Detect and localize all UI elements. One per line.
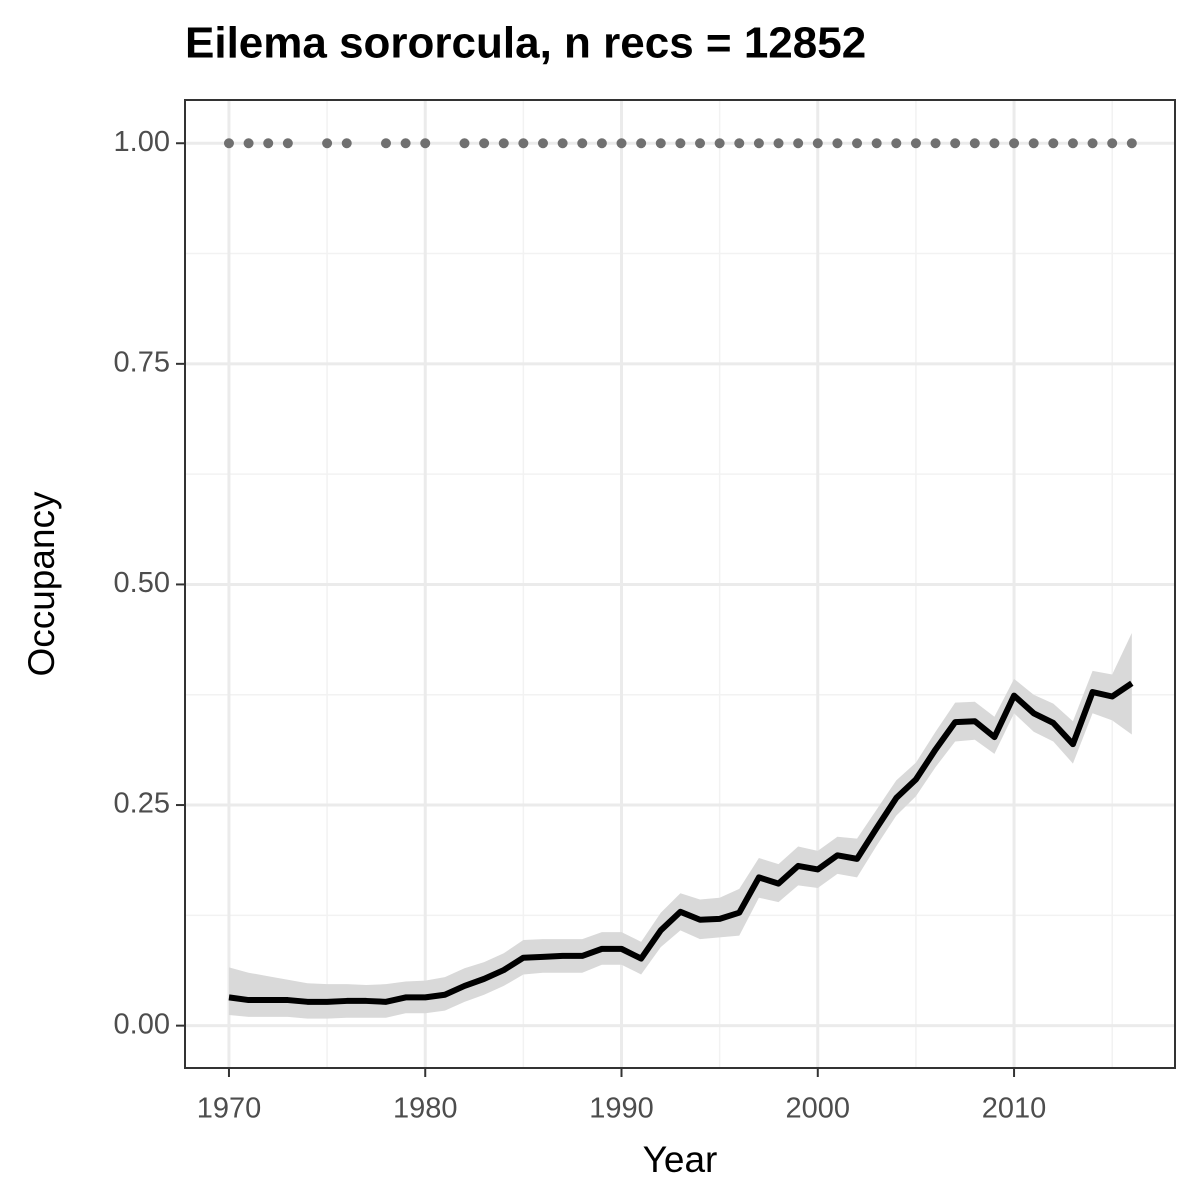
detection-point bbox=[950, 138, 961, 149]
detection-point bbox=[479, 138, 490, 149]
detection-point bbox=[538, 138, 549, 149]
detection-point bbox=[341, 138, 352, 149]
detection-point bbox=[223, 138, 234, 149]
detection-point bbox=[734, 138, 745, 149]
y-tick-label: 0.00 bbox=[114, 1008, 170, 1040]
detection-point bbox=[1048, 138, 1059, 149]
detection-point bbox=[1067, 138, 1078, 149]
detection-point bbox=[322, 138, 333, 149]
detection-point bbox=[1028, 138, 1039, 149]
x-tick-label: 1980 bbox=[393, 1093, 458, 1125]
detection-point bbox=[498, 138, 509, 149]
detection-point bbox=[812, 138, 823, 149]
detection-point bbox=[871, 138, 882, 149]
detection-point bbox=[852, 138, 863, 149]
chart-title: Eilema sororcula, n recs = 12852 bbox=[185, 19, 866, 68]
y-tick-label: 0.50 bbox=[114, 567, 170, 599]
detection-point bbox=[636, 138, 647, 149]
detection-point bbox=[891, 138, 902, 149]
x-tick-label: 1990 bbox=[589, 1093, 654, 1125]
detection-point bbox=[518, 138, 529, 149]
detection-point bbox=[420, 138, 431, 149]
detection-point bbox=[989, 138, 1000, 149]
detection-point bbox=[1009, 138, 1020, 149]
x-tick-label: 2010 bbox=[982, 1093, 1047, 1125]
y-axis-title: Occupancy bbox=[21, 491, 62, 677]
detection-point bbox=[969, 138, 980, 149]
detection-point bbox=[773, 138, 784, 149]
detection-point bbox=[282, 138, 293, 149]
x-tick-label: 2000 bbox=[786, 1093, 851, 1125]
detection-point bbox=[714, 138, 725, 149]
x-tick-label: 1970 bbox=[197, 1093, 262, 1125]
detection-point bbox=[832, 138, 843, 149]
detection-point bbox=[1126, 138, 1137, 149]
y-tick-label: 0.75 bbox=[114, 346, 170, 378]
detection-point bbox=[596, 138, 607, 149]
detection-point bbox=[557, 138, 568, 149]
detection-point bbox=[753, 138, 764, 149]
detection-point bbox=[930, 138, 941, 149]
detection-point bbox=[400, 138, 411, 149]
detection-point bbox=[459, 138, 470, 149]
line bbox=[228, 680, 1134, 1005]
detection-point bbox=[577, 138, 588, 149]
y-tick-label: 0.25 bbox=[114, 788, 170, 820]
detection-point bbox=[263, 138, 274, 149]
axes: 0.00 0.25 0.50 0.75 1.00 1970 1980 1990 2000 2010 bbox=[114, 126, 1047, 1125]
detection-point bbox=[793, 138, 804, 149]
detection-point bbox=[675, 138, 686, 149]
detection-point bbox=[380, 138, 391, 149]
detection-point bbox=[243, 138, 254, 149]
y-tick-label: 1.00 bbox=[114, 126, 170, 158]
detection-point bbox=[1087, 138, 1098, 149]
detection-point bbox=[616, 138, 627, 149]
detection-point bbox=[910, 138, 921, 149]
marks bbox=[223, 138, 1137, 1019]
x-axis-title: Year bbox=[643, 1139, 718, 1180]
detection-point bbox=[655, 138, 666, 149]
detection-point bbox=[1107, 138, 1118, 149]
detection-point bbox=[695, 138, 706, 149]
